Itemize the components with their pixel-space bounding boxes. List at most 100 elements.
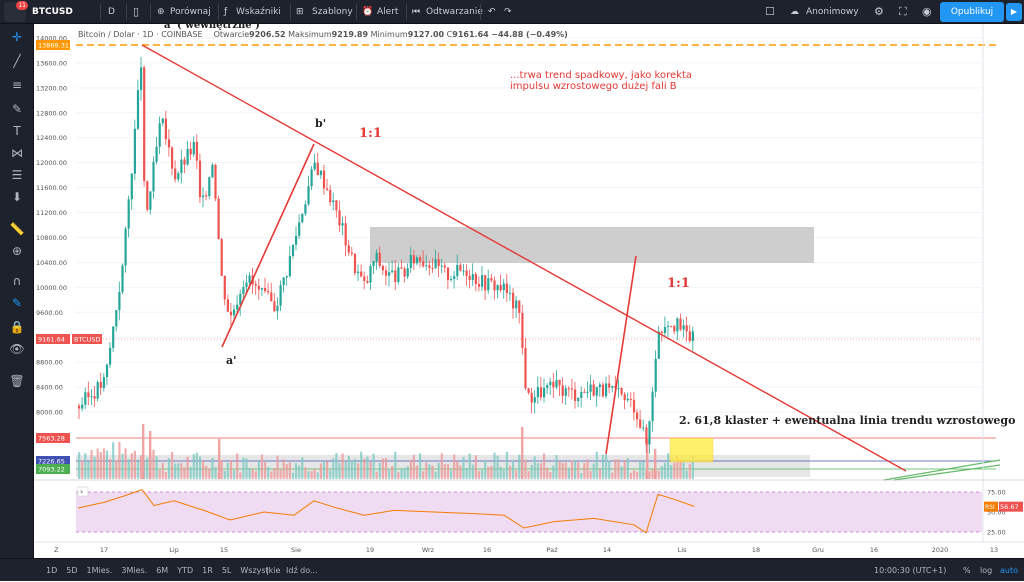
volume-bar [567, 467, 570, 479]
ruler-icon[interactable]: 📏 [9, 222, 25, 236]
volume-bar [326, 461, 329, 479]
user-menu[interactable]: Anonimowy [806, 7, 859, 17]
volume-bar [530, 464, 533, 479]
candle-body [440, 265, 443, 267]
candle-body [350, 252, 353, 254]
candle-body [167, 139, 171, 148]
price-tick-label: 8800.00 [36, 359, 63, 367]
trendline-icon[interactable]: ╱ [13, 54, 21, 68]
volume-bar [316, 472, 319, 479]
volume-bar [512, 460, 515, 479]
chart-canvas[interactable]: 14000.00 13600.00 13200.00 12800.00 12400.00… [34, 24, 1024, 558]
range-button-7[interactable]: 5L [221, 566, 232, 575]
candle-body [567, 388, 570, 390]
crosshair-icon[interactable]: ✛ [11, 30, 23, 44]
range-button-8[interactable]: Wszystkie [240, 566, 281, 575]
magnet-icon[interactable]: ∩ [12, 274, 22, 288]
cloud-icon[interactable]: ☁ [790, 7, 799, 17]
volume-bar [192, 454, 195, 479]
range-button-4[interactable]: 6M [156, 566, 169, 575]
compare-button[interactable]: Porównaj [170, 7, 211, 17]
indicators-button[interactable]: Wskaźniki [236, 7, 281, 17]
chart-area[interactable]: 14000.00 13600.00 13200.00 12800.00 12400.00… [34, 20, 1024, 558]
candle-body [273, 301, 276, 312]
time-tick-label: Lip [169, 546, 179, 554]
alert-icon[interactable]: ⏰ [362, 7, 374, 17]
candle-body [248, 275, 251, 283]
range-button-3[interactable]: 3Mies. [121, 566, 148, 575]
candle-body [676, 318, 679, 332]
candle-body [264, 288, 267, 292]
volume-bar [202, 460, 205, 479]
candle-body [310, 169, 313, 187]
legend-high: 9219.89 [331, 30, 369, 39]
alert-button[interactable]: Alert [377, 7, 399, 17]
main-downtrend-line [141, 44, 907, 472]
undo-icon[interactable]: ↶ [488, 7, 496, 17]
zoom-icon[interactable]: ⊕ [11, 244, 23, 258]
interval-select[interactable]: D [108, 7, 115, 17]
chart-type-icon[interactable]: ▯ [133, 5, 140, 18]
candle-body [301, 213, 304, 223]
brush-icon[interactable]: ✎ [11, 102, 23, 116]
price-tick-label: 12400.00 [36, 134, 67, 142]
volume-bar [264, 462, 267, 479]
arrow-down-icon[interactable]: ⬇ [11, 190, 23, 204]
range-button-2[interactable]: 1Mies. [86, 566, 113, 575]
candle-body [598, 384, 601, 388]
channel-icon[interactable]: ≡ [11, 78, 23, 92]
candle-body [99, 382, 102, 388]
pattern-icon[interactable]: ⋈ [11, 146, 23, 160]
volume-bar [620, 466, 623, 479]
publish-button[interactable]: Opublikuj [940, 2, 1004, 22]
trash-icon[interactable]: 🗑 [9, 374, 25, 388]
layout-icon[interactable]: ☐ [765, 5, 775, 18]
percent-toggle[interactable]: % [963, 566, 971, 575]
range-button-5[interactable]: YTD [177, 566, 194, 575]
redo-icon[interactable]: ↷ [504, 7, 512, 17]
range-button-0[interactable]: 1D [46, 566, 58, 575]
candle-body [558, 379, 561, 386]
volume-bar [462, 456, 465, 479]
volume-bar [564, 462, 567, 479]
volume-bar [273, 467, 276, 479]
candle-body [322, 170, 326, 189]
replay-button[interactable]: Odtwarzanie [426, 7, 483, 17]
candle-body [409, 255, 412, 269]
indicators-icon[interactable]: ƒ [224, 7, 228, 17]
volume-bar [381, 458, 384, 479]
templates-button[interactable]: Szablony [312, 7, 353, 17]
templates-icon[interactable]: ⊞ [296, 7, 304, 17]
volume-bar [632, 470, 636, 479]
candle-body [90, 396, 93, 398]
volume-bar [422, 471, 425, 479]
auto-toggle[interactable]: auto [1000, 566, 1019, 575]
legend-open-label: Otwarcie [213, 30, 250, 39]
lock-drawing-icon[interactable]: ✎ [11, 296, 23, 310]
symbol-search[interactable]: BTCUSD [32, 7, 73, 17]
volume-bar [115, 460, 118, 479]
range-button-6[interactable]: 1R [202, 566, 213, 575]
play-icon[interactable]: ▶ [1006, 3, 1022, 21]
goto-date-button[interactable]: Idź do... [286, 566, 318, 575]
fullscreen-icon[interactable]: ⛶ [899, 5, 907, 18]
volume-bar [403, 467, 406, 479]
volume-bar [676, 455, 679, 479]
fib-icon[interactable]: ☰ [11, 168, 23, 182]
compare-icon[interactable]: ⊕ [157, 7, 165, 17]
lock-icon[interactable]: 🔒 [9, 320, 25, 334]
candle-body [629, 398, 632, 400]
log-toggle[interactable]: log [980, 566, 993, 575]
candle-body [121, 265, 124, 293]
eye-icon[interactable]: 👁 [9, 342, 25, 356]
text-icon[interactable]: T [13, 124, 21, 138]
range-button-1[interactable]: 5D [66, 566, 78, 575]
top-toolbar: 11 BTCUSD D ▯ ⊕ Porównaj ƒ Wskaźniki ⊞ S… [0, 0, 1024, 24]
replay-icon[interactable]: ⏮ [412, 7, 421, 17]
volume-bar [428, 464, 431, 479]
camera-icon[interactable]: ◉ [922, 5, 932, 18]
menu-button[interactable]: 11 [4, 1, 28, 22]
volume-bar [515, 470, 518, 479]
settings-gear-icon[interactable]: ⚙ [874, 5, 884, 18]
volume-bar [366, 456, 369, 479]
